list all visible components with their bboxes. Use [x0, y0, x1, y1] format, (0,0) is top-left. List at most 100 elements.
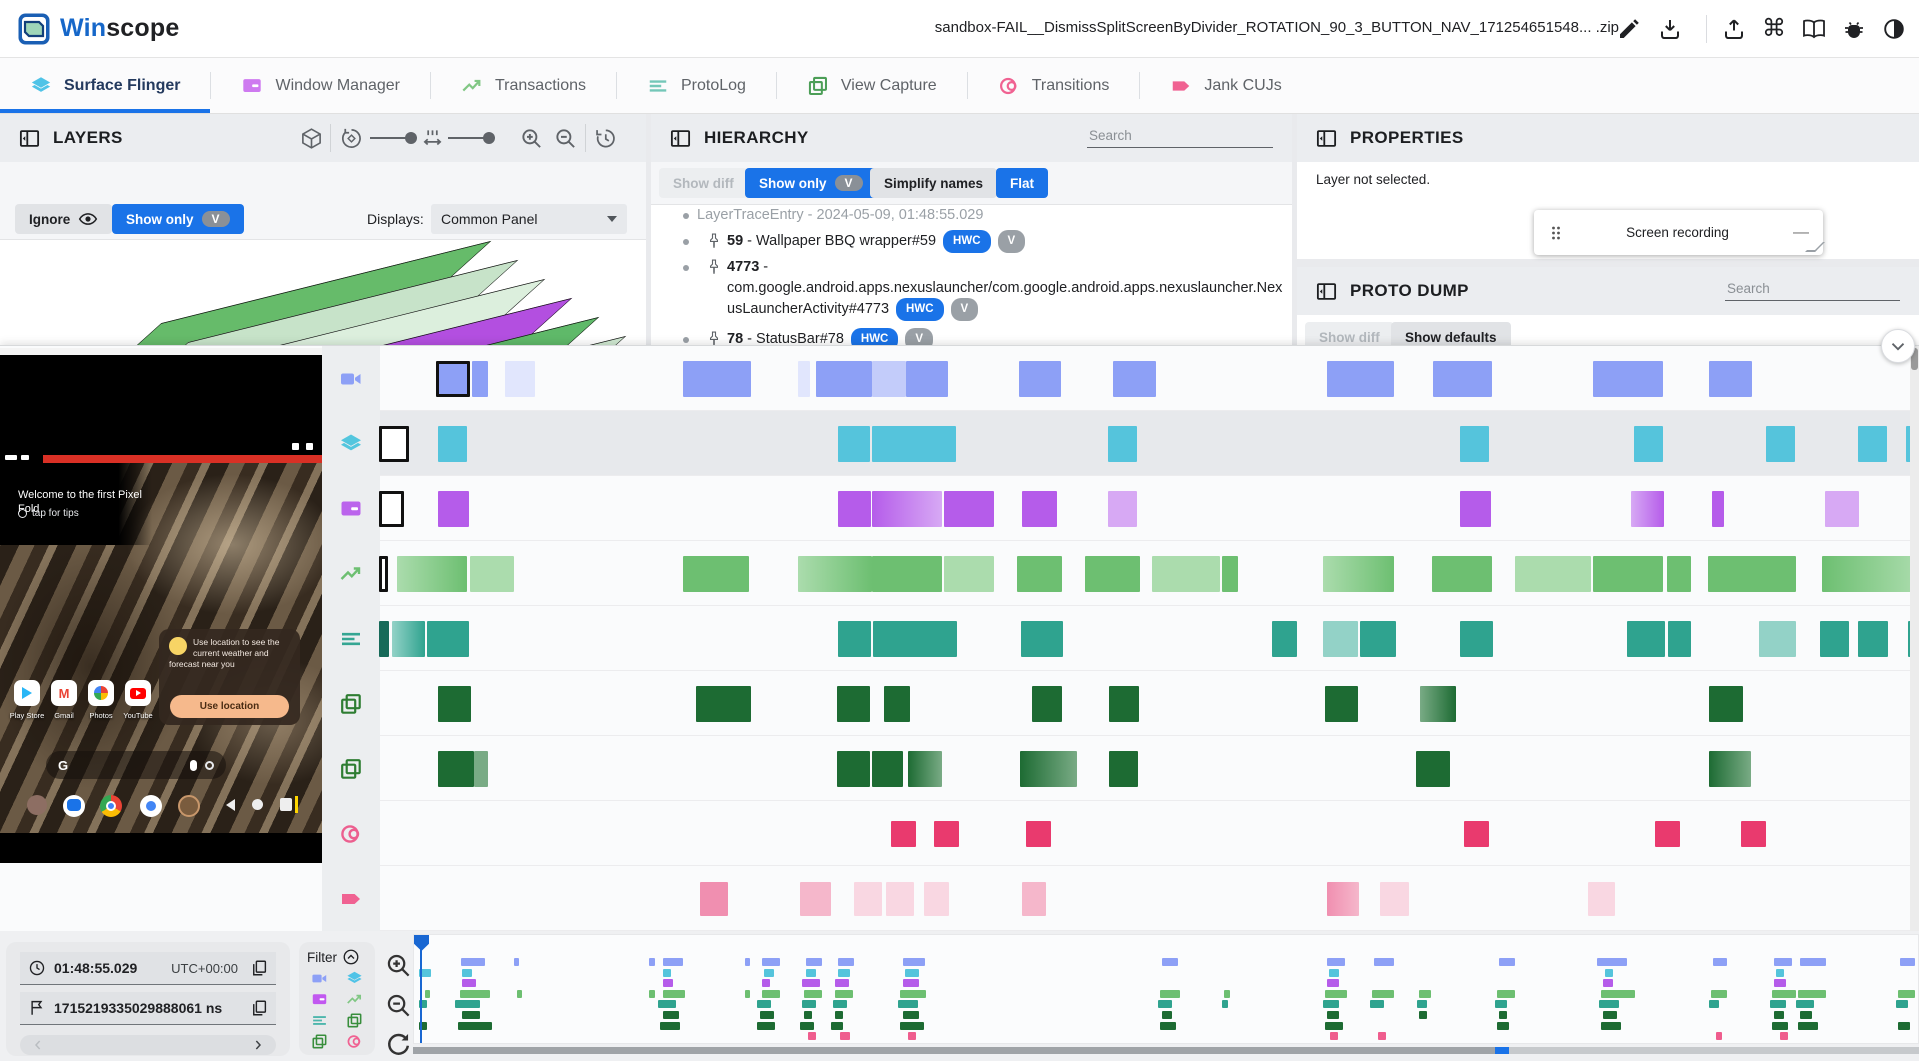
hierarchy-search-input[interactable]: [1087, 124, 1273, 148]
trace-entry-block[interactable]: [837, 685, 870, 722]
trace-entry-block[interactable]: [872, 360, 906, 397]
timeline-horizontal-scrollbar[interactable]: [413, 1047, 1919, 1054]
tab-transitions[interactable]: Transitions: [968, 58, 1140, 113]
trace-entry-block[interactable]: [1032, 685, 1062, 722]
previous-entry-button[interactable]: [30, 1037, 46, 1053]
viewcapture-filter-icon[interactable]: [311, 1033, 328, 1050]
trace-entry-block[interactable]: [1026, 820, 1051, 847]
tree-item-78[interactable]: 78 - StatusBar#78 HWC V: [651, 328, 1286, 345]
trace-entry-block[interactable]: [1323, 620, 1358, 657]
timeline-row-protolog[interactable]: [379, 606, 1919, 671]
layer-spacing-icon[interactable]: [421, 127, 444, 150]
ignore-button[interactable]: Ignore: [15, 204, 113, 234]
zoom-out-icon[interactable]: [554, 127, 577, 150]
trace-entry-block[interactable]: [924, 881, 949, 916]
trace-entry-block[interactable]: [873, 620, 957, 657]
trace-entry-block[interactable]: [1741, 820, 1766, 847]
timeline-row-viewcapture[interactable]: [380, 671, 1919, 736]
simplify-names-button[interactable]: Simplify names: [870, 168, 998, 198]
trace-entry-block[interactable]: [1460, 620, 1493, 657]
trace-entry-block[interactable]: [1109, 685, 1139, 722]
tab-surface-flinger[interactable]: Surface Flinger: [0, 58, 211, 113]
rotation-icon[interactable]: [340, 127, 363, 150]
timeline-row-viewcapture[interactable]: [380, 736, 1919, 801]
trace-entry-block[interactable]: [1022, 490, 1057, 527]
trace-entry-block[interactable]: [392, 620, 425, 657]
spacing-slider[interactable]: [448, 132, 495, 144]
trace-entry-block[interactable]: [1109, 750, 1138, 787]
drag-handle-icon[interactable]: [1546, 222, 1566, 244]
trace-entry-block[interactable]: [1668, 620, 1691, 657]
trace-entry-block[interactable]: [908, 750, 942, 787]
trace-entry-block[interactable]: [886, 881, 914, 916]
trace-entry-block[interactable]: [1325, 685, 1358, 722]
trace-entry-block[interactable]: [1022, 881, 1046, 916]
trace-entry-block[interactable]: [1708, 555, 1796, 592]
trace-entry-block[interactable]: [438, 685, 471, 722]
trace-entry-block[interactable]: [472, 360, 488, 397]
timeline-row-winmgr[interactable]: [379, 476, 1919, 541]
trace-entry-block[interactable]: [1433, 360, 1492, 397]
trace-entry-block[interactable]: [1634, 425, 1663, 462]
trace-entry-block[interactable]: [1627, 620, 1665, 657]
resize-handle[interactable]: [1805, 242, 1825, 252]
trace-entry-block[interactable]: [891, 820, 916, 847]
trace-entry-block[interactable]: [872, 555, 942, 592]
trace-entry-block[interactable]: [838, 425, 870, 462]
show-diff-button[interactable]: Show diff: [659, 168, 748, 198]
edit-file-icon[interactable]: [1617, 17, 1641, 41]
tab-protolog[interactable]: ProtoLog: [617, 58, 776, 113]
trace-entry-block[interactable]: [1222, 555, 1238, 592]
trace-entry-block[interactable]: [1420, 685, 1456, 722]
trace-entry-block[interactable]: [683, 360, 751, 397]
trace-entry-block[interactable]: [438, 490, 469, 527]
trace-entry-block[interactable]: [1108, 425, 1137, 462]
transactions-filter-icon[interactable]: [346, 991, 363, 1008]
trace-entry-block[interactable]: [1085, 555, 1140, 592]
timeline-zoom-in-button[interactable]: [385, 952, 412, 979]
timeline-reset-zoom-button[interactable]: [385, 1030, 412, 1057]
trace-entry-block[interactable]: [1416, 750, 1450, 787]
trace-entry-block[interactable]: [1432, 555, 1492, 592]
tab-transactions[interactable]: Transactions: [431, 58, 616, 113]
trace-entry-block[interactable]: [934, 820, 959, 847]
collapse-panel-icon[interactable]: [18, 127, 41, 150]
videocam-filter-icon[interactable]: [311, 970, 328, 987]
collapse-panel-icon[interactable]: [1315, 127, 1338, 150]
trace-entry-block[interactable]: [1822, 555, 1919, 592]
shortcuts-icon[interactable]: ⌘: [1762, 15, 1786, 42]
trace-entry-block[interactable]: [838, 490, 871, 527]
trace-entry-block[interactable]: [872, 490, 942, 527]
next-entry-button[interactable]: [250, 1037, 266, 1053]
trace-entry-block[interactable]: [884, 685, 910, 722]
trace-entry-block[interactable]: [1515, 555, 1591, 592]
trace-entry-block[interactable]: [1709, 360, 1752, 397]
timeline-row-transitions[interactable]: [380, 801, 1919, 866]
trace-entry-block[interactable]: [1655, 820, 1680, 847]
trace-entry-block[interactable]: [1667, 555, 1691, 592]
trace-entry-block[interactable]: [1323, 555, 1394, 592]
show-only-button[interactable]: Show only V: [112, 204, 244, 234]
trace-entry-block[interactable]: [696, 685, 751, 722]
winmgr-filter-icon[interactable]: [311, 991, 328, 1008]
trace-entry-block[interactable]: [854, 881, 882, 916]
copy-icon[interactable]: [250, 999, 268, 1017]
displays-select[interactable]: Common Panel: [431, 204, 627, 234]
trace-entry-block[interactable]: [427, 620, 469, 657]
3d-view-icon[interactable]: [300, 127, 323, 150]
trace-entry-block[interactable]: [379, 620, 389, 657]
tab-view-capture[interactable]: View Capture: [777, 58, 967, 113]
transitions-filter-icon[interactable]: [346, 1033, 363, 1050]
trace-entry-block[interactable]: [1709, 685, 1743, 722]
reset-view-icon[interactable]: [594, 127, 617, 150]
trace-entry-block[interactable]: [1460, 425, 1489, 462]
tree-root-entry[interactable]: LayerTraceEntry - 2024-05-09, 01:48:55.0…: [651, 205, 1286, 226]
scrollbar-thumb[interactable]: [1911, 348, 1918, 370]
trace-entry-block[interactable]: [1380, 881, 1409, 916]
trace-entry-block[interactable]: [872, 425, 956, 462]
trace-entry-block[interactable]: [1709, 750, 1751, 787]
tree-item-4773[interactable]: 4773 - com.google.android.apps.nexuslaun…: [651, 257, 1286, 322]
trace-entry-block[interactable]: [438, 750, 474, 787]
trace-entry-block[interactable]: [474, 750, 488, 787]
timeline-row-layers[interactable]: [379, 411, 1919, 476]
